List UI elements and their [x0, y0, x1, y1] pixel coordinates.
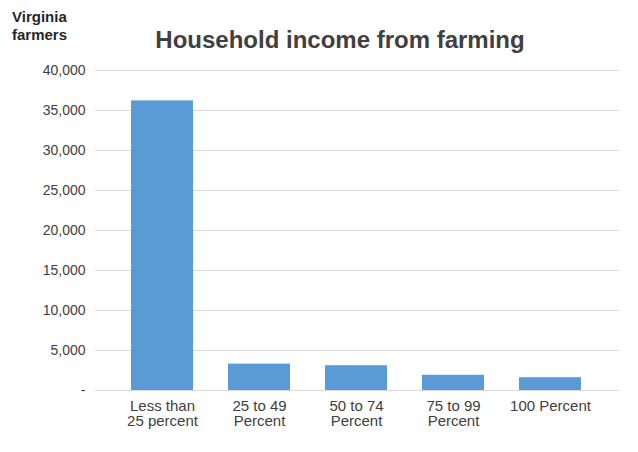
svg-text:10,000: 10,000 [43, 302, 86, 318]
svg-text:25 to 49Percent: 25 to 49Percent [232, 397, 286, 429]
html-text:Virginia farmers: Virginia farmers [12, 8, 67, 43]
html-text:Household income from farming: Household income from farming [155, 26, 525, 53]
svg-text:100 Percent: 100 Percent [510, 397, 592, 414]
svg-text:15,000: 15,000 [43, 262, 86, 278]
svg-text:20,000: 20,000 [43, 222, 86, 238]
svg-text:75 to 99Percent: 75 to 99Percent [426, 397, 480, 429]
svg-text:35,000: 35,000 [43, 102, 86, 118]
svg-text:Less than25 percent: Less than25 percent [127, 397, 199, 429]
svg-text:25,000: 25,000 [43, 182, 86, 198]
svg-text:5,000: 5,000 [50, 342, 85, 358]
svg-text:-: - [81, 382, 86, 398]
svg-text:40,000: 40,000 [43, 62, 86, 78]
svg-text:50 to 74Percent: 50 to 74Percent [329, 397, 383, 429]
svg-text:30,000: 30,000 [43, 142, 86, 158]
